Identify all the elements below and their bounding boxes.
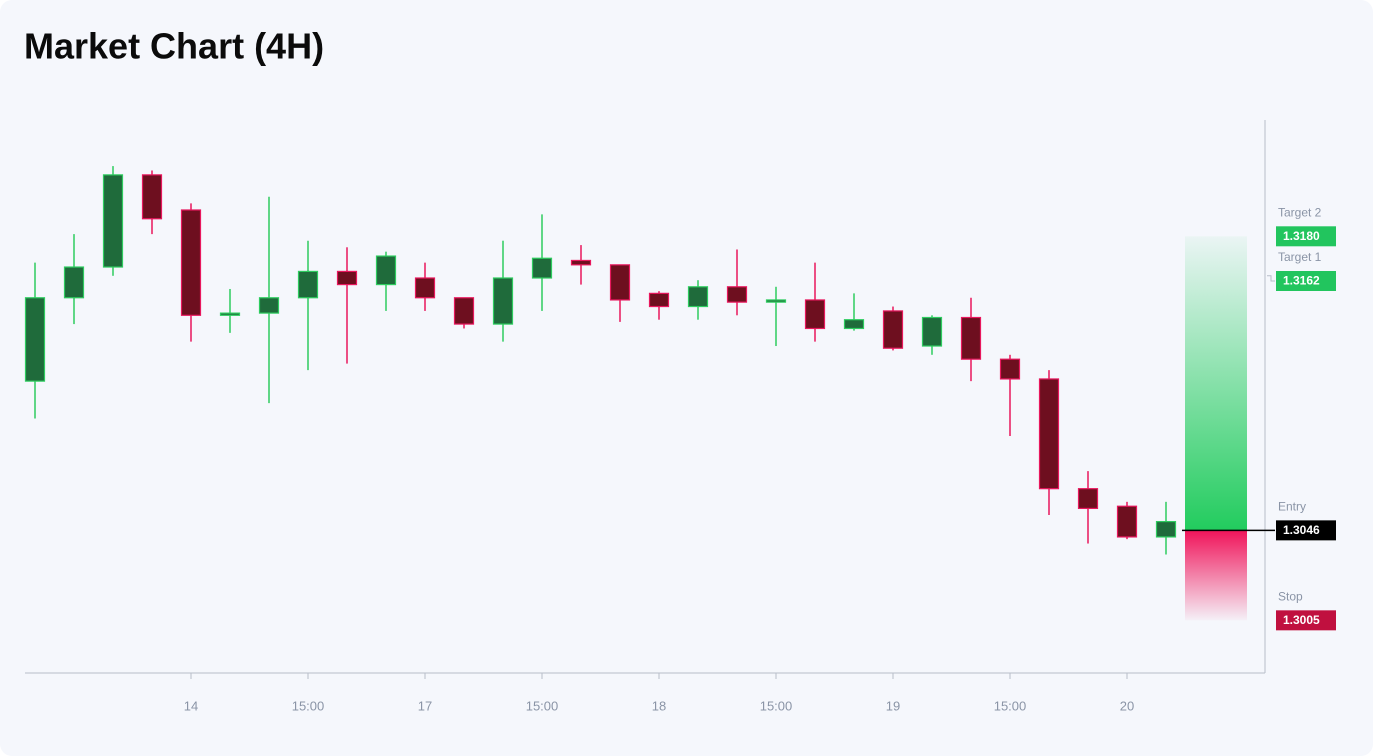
candle-body <box>141 174 163 220</box>
candle-body <box>687 286 709 308</box>
candle-body <box>804 299 826 330</box>
level-value: 1.3046 <box>1283 523 1320 537</box>
candle-body <box>63 266 85 299</box>
level-connector <box>1267 275 1275 282</box>
x-tick-label: 15:00 <box>526 698 559 713</box>
chart-title: Market Chart (4H) <box>24 26 324 67</box>
level-value: 1.3005 <box>1283 613 1320 627</box>
candle-body <box>960 316 982 360</box>
candle-body <box>648 292 670 308</box>
candle-body <box>297 270 319 299</box>
candle-body <box>1155 520 1177 538</box>
x-tick-label: 14 <box>184 698 198 713</box>
candle-body <box>375 255 397 286</box>
level-name: Entry <box>1278 500 1306 514</box>
x-tick-label: 15:00 <box>292 698 325 713</box>
candle-body <box>882 310 904 349</box>
candle-body <box>336 270 358 286</box>
level-name: Target 1 <box>1278 250 1322 264</box>
loss-zone <box>1185 530 1247 621</box>
candle-body <box>726 286 748 303</box>
candle-body <box>24 297 46 382</box>
candle-body <box>570 259 592 266</box>
candle-body <box>609 264 631 301</box>
level-badge <box>1276 610 1336 631</box>
x-tick-label: 18 <box>652 698 666 713</box>
level-name: Target 2 <box>1278 205 1322 219</box>
candle-body <box>1077 488 1099 510</box>
x-tick-label: 19 <box>886 698 900 713</box>
candle-body <box>1116 505 1138 538</box>
candle-body <box>843 319 865 330</box>
profit-zone <box>1185 236 1247 531</box>
level-badge <box>1276 271 1336 291</box>
candle-body <box>531 257 553 279</box>
level-badge <box>1276 520 1336 541</box>
level-name: Stop <box>1278 590 1303 604</box>
candle-body <box>414 277 436 299</box>
level-badge <box>1276 226 1336 247</box>
level-value: 1.3162 <box>1283 274 1320 288</box>
candle-body <box>258 297 280 314</box>
x-tick-label: 15:00 <box>760 698 793 713</box>
candle-body <box>999 358 1021 380</box>
candle-body <box>1038 378 1060 490</box>
level-value: 1.3180 <box>1283 229 1320 243</box>
candle-body <box>765 299 787 303</box>
x-tick-label: 15:00 <box>994 698 1027 713</box>
candle-body <box>219 312 241 316</box>
candle-body <box>102 174 124 268</box>
candle-body <box>453 297 475 325</box>
candle-body <box>921 316 943 347</box>
x-tick-label: 20 <box>1120 698 1134 713</box>
x-tick-label: 17 <box>418 698 432 713</box>
candle-body <box>492 277 514 325</box>
candle-body <box>180 209 202 316</box>
